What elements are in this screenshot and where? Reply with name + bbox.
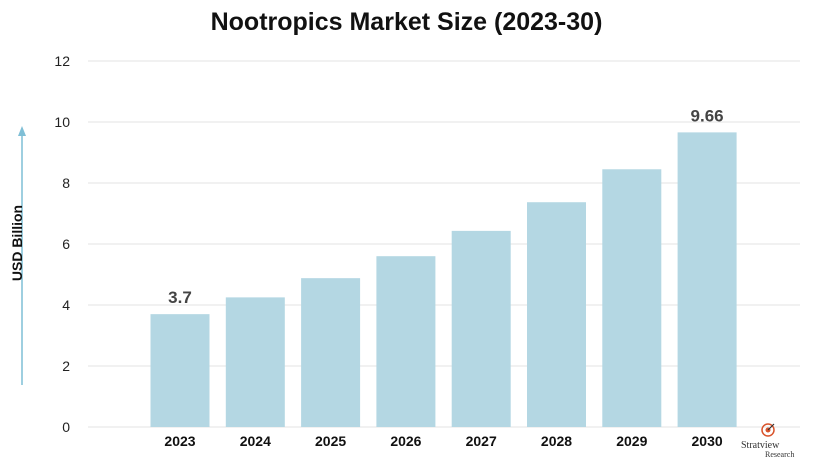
x-tick-label: 2030 <box>692 433 723 449</box>
bar <box>150 314 210 427</box>
data-labels: 3.7 9.66 <box>168 106 723 307</box>
x-tick-label: 2027 <box>466 433 497 449</box>
target-icon <box>761 423 775 437</box>
x-tick-label: 2026 <box>390 433 421 449</box>
x-tick-label: 2023 <box>164 433 195 449</box>
y-axis-label: USD Billion <box>9 204 25 282</box>
bar <box>451 230 511 427</box>
y-tick-label: 2 <box>62 358 70 374</box>
y-tick-labels: 0 2 4 6 8 10 12 <box>54 53 70 435</box>
stratview-logo: Stratview Research <box>733 420 808 460</box>
y-tick-label: 0 <box>62 419 70 435</box>
x-tick-label: 2024 <box>240 433 271 449</box>
data-label: 3.7 <box>168 288 192 307</box>
x-tick-label: 2025 <box>315 433 346 449</box>
y-tick-label: 6 <box>62 236 70 252</box>
bar <box>376 256 436 427</box>
logo-line2: Research <box>765 450 795 459</box>
bar <box>527 202 586 427</box>
y-axis-arrow-head <box>18 126 26 136</box>
x-tick-label: 2028 <box>541 433 572 449</box>
y-tick-label: 8 <box>62 175 70 191</box>
y-tick-label: 4 <box>62 297 70 313</box>
logo-line1: Stratview <box>741 440 780 451</box>
bar <box>225 297 285 427</box>
data-label: 9.66 <box>691 106 724 125</box>
y-tick-label: 12 <box>54 53 70 69</box>
bar <box>677 132 737 427</box>
x-tick-label: 2029 <box>616 433 647 449</box>
y-tick-label: 10 <box>54 114 70 130</box>
x-tick-labels: 2023 2024 2025 2026 2027 2028 2029 2030 <box>164 433 722 449</box>
bars <box>150 132 737 427</box>
bar <box>602 169 662 427</box>
chart-title: Nootropics Market Size (2023-30) <box>210 8 603 36</box>
bar <box>301 278 361 427</box>
